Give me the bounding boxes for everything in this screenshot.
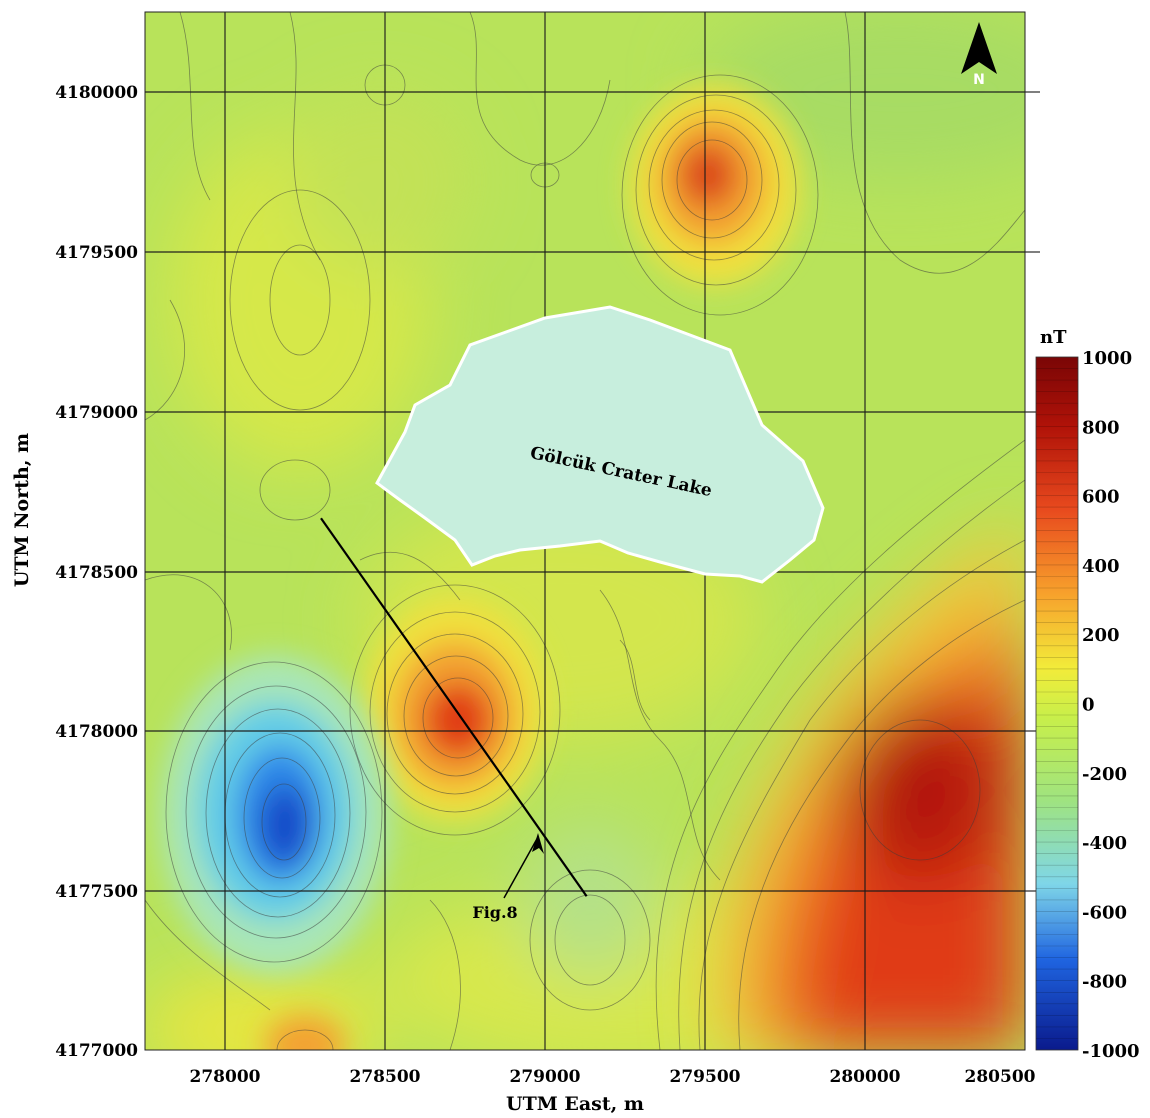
colorbar-tick-label: 600 xyxy=(1082,487,1120,508)
y-tick-label: 4180000 xyxy=(55,83,138,103)
y-tick-label: 4178500 xyxy=(55,563,138,583)
colorbar: nT 1000 800 600 400 200 0 -200 -400 -600 -800 -100… xyxy=(1036,327,1140,1062)
y-tick-label: 4179000 xyxy=(55,403,138,423)
anomaly-field: Gölcük Crater Lake Fig.8 N xyxy=(140,0,1100,1090)
x-tick-label: 278500 xyxy=(350,1067,421,1087)
y-tick-label: 4177500 xyxy=(55,882,138,902)
x-tick-label: 278000 xyxy=(190,1067,261,1087)
x-axis-title: UTM East, m xyxy=(506,1093,644,1115)
colorbar-tick-label: -200 xyxy=(1082,764,1127,785)
y-axis-title: UTM North, m xyxy=(11,433,33,587)
x-tick-label: 279000 xyxy=(510,1067,581,1087)
colorbar-unit: nT xyxy=(1040,327,1067,348)
colorbar-tick-label: -800 xyxy=(1082,972,1127,993)
x-tick-label: 279500 xyxy=(670,1067,741,1087)
y-tick-label: 4179500 xyxy=(55,243,138,263)
colorbar-tick-label: -1000 xyxy=(1082,1041,1140,1062)
north-arrow-label: N xyxy=(973,72,985,88)
colorbar-tick-label: 0 xyxy=(1082,695,1095,716)
colorbar-tick-label: 800 xyxy=(1082,417,1120,438)
x-tick-label: 280000 xyxy=(830,1067,901,1087)
colorbar-tick-label: -400 xyxy=(1082,833,1127,854)
y-axis: 4180000 4179500 4179000 4178500 4178000 … xyxy=(11,83,138,1061)
colorbar-tick-label: -600 xyxy=(1082,902,1127,923)
profile-label: Fig.8 xyxy=(472,903,517,922)
x-axis: 278000 278500 279000 279500 280000 28050… xyxy=(190,1067,1036,1115)
colorbar-tick-label: 400 xyxy=(1082,556,1120,577)
y-tick-label: 4177000 xyxy=(55,1041,138,1061)
colorbar-tick-label: 1000 xyxy=(1082,348,1132,369)
y-tick-label: 4178000 xyxy=(55,722,138,742)
x-tick-label: 280500 xyxy=(965,1067,1036,1087)
colorbar-tick-label: 200 xyxy=(1082,625,1120,646)
